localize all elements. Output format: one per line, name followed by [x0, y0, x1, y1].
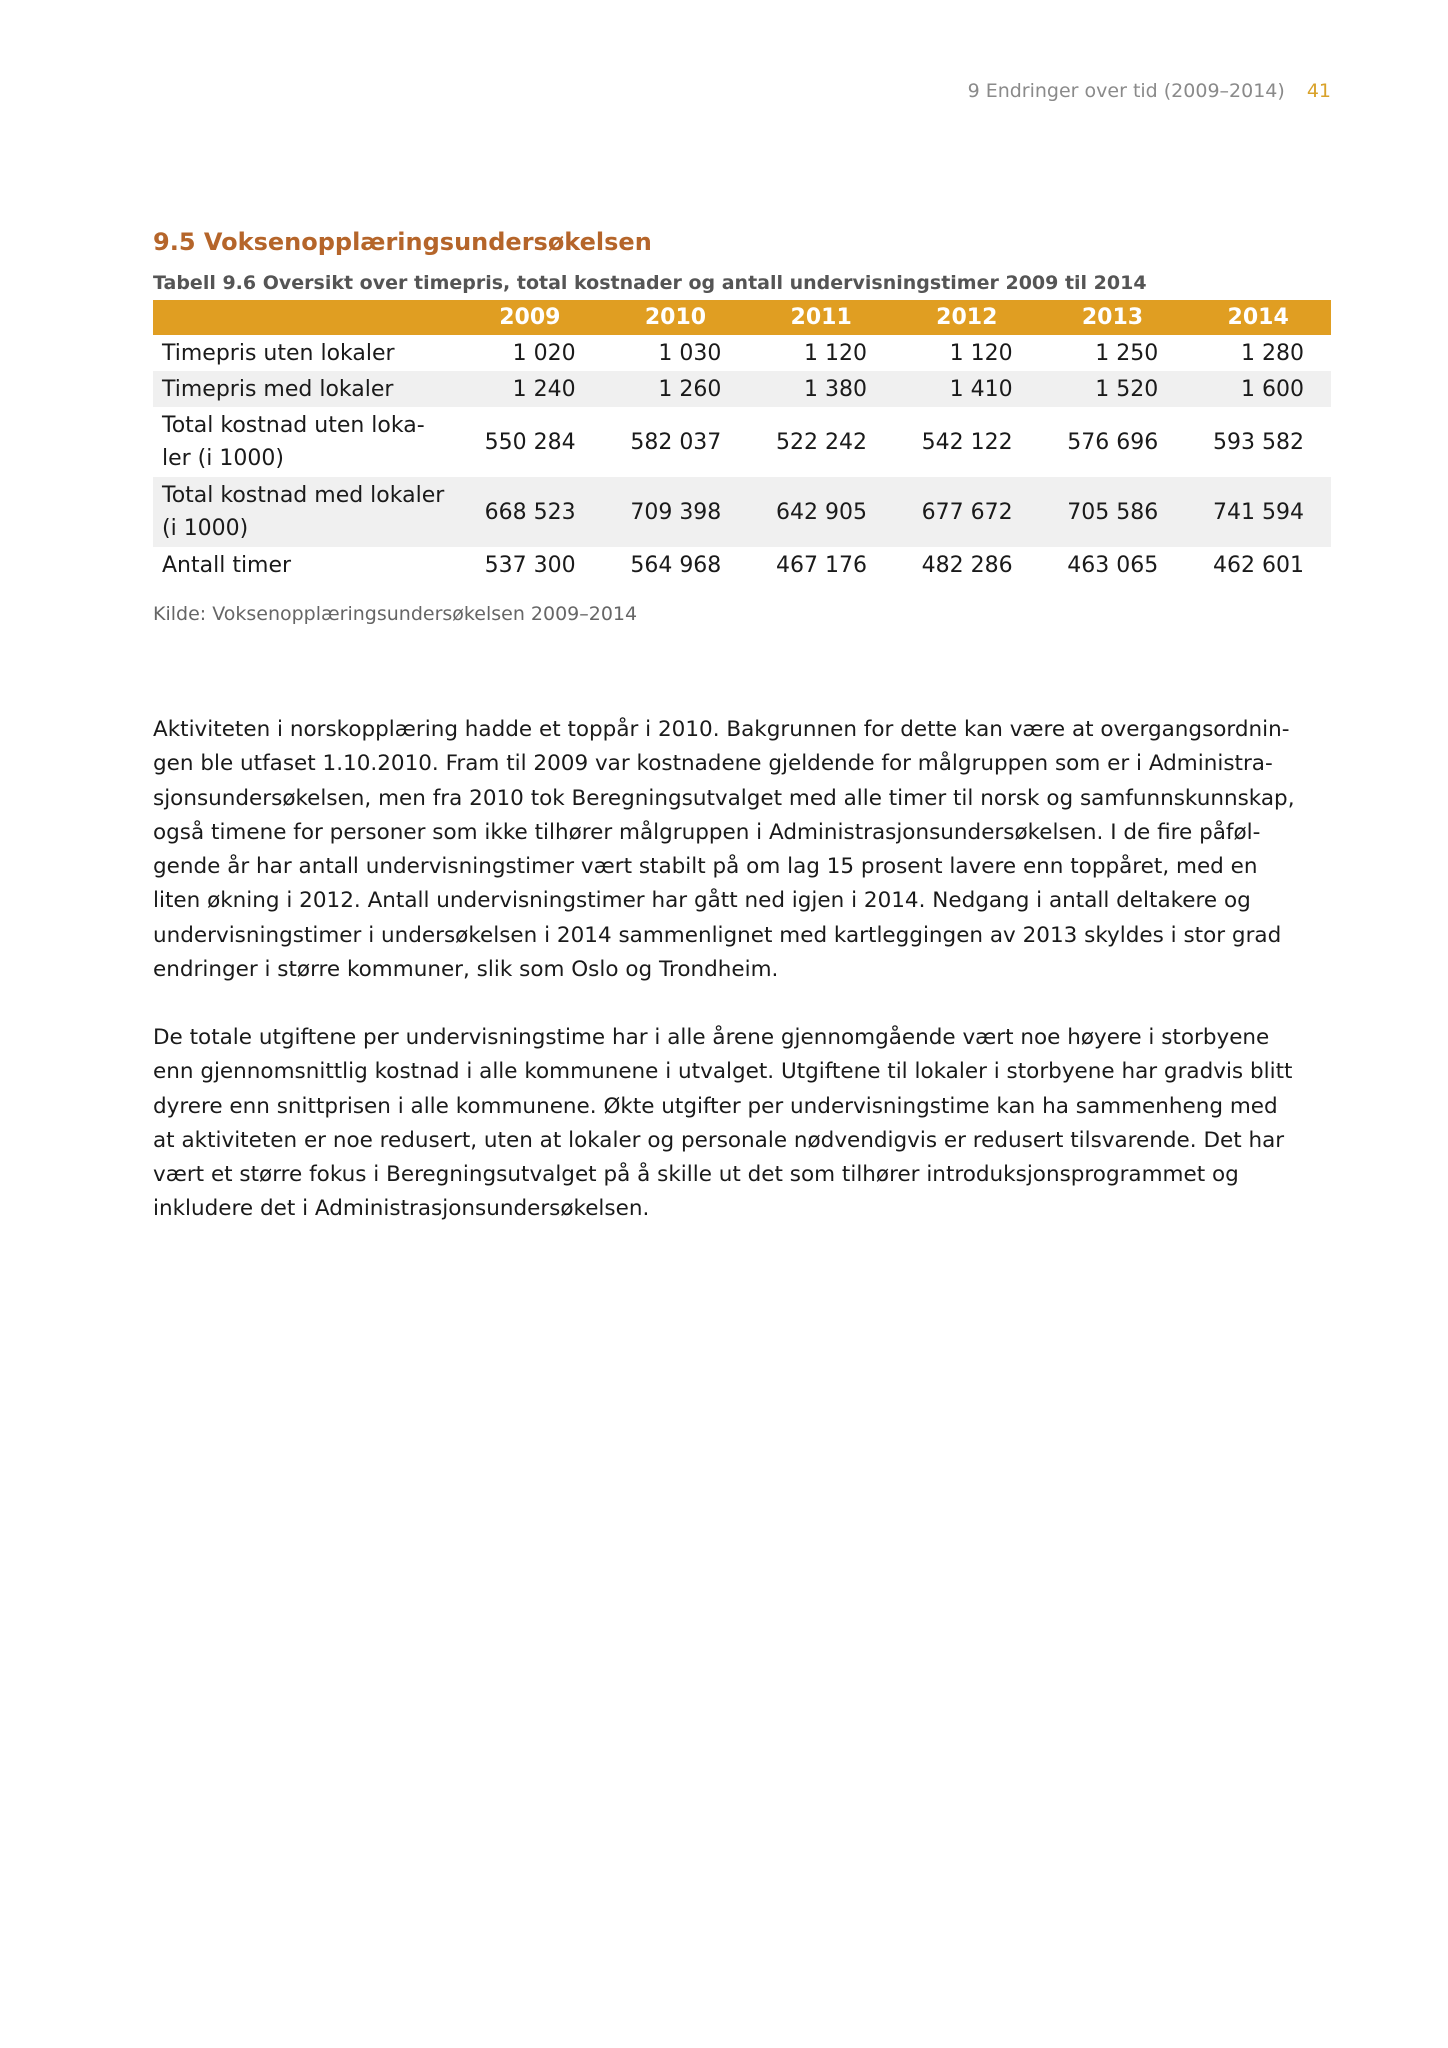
table-cell: 677 672 — [893, 477, 1040, 547]
table-row: Total kostnad uten loka-ler (i 1000) 550 … — [153, 407, 1331, 477]
row-label-line: (i 1000) — [162, 516, 249, 541]
running-header: 9 Endringer over tid (2009–2014) 41 — [968, 80, 1331, 102]
row-label: Timepris uten lokaler — [153, 335, 457, 371]
paragraph-2: De totale utgiftene per undervisningstim… — [153, 1021, 1343, 1227]
table-row: Timepris med lokaler 1 240 1 260 1 380 1 410… — [153, 371, 1331, 407]
page-number: 41 — [1306, 80, 1331, 102]
running-title: 9 Endringer over tid (2009–2014) — [967, 80, 1285, 102]
table-cell: 593 582 — [1213, 429, 1304, 455]
header-cell-empty — [153, 300, 457, 335]
paragraph-line: også timene for personer som ikke tilhør… — [153, 819, 1261, 845]
table-cell: 1 240 — [457, 371, 603, 407]
paragraph-line: dyrere enn snittprisen i alle kommunene.… — [153, 1093, 1278, 1119]
table-cell: 1 280 — [1241, 340, 1304, 366]
data-table: 2009 2010 2011 2012 2013 2014 Timepris uten l… — [153, 300, 1331, 583]
row-label: Antall timer — [153, 547, 457, 583]
row-label: Total kostnad med lokaler (i 1000) — [153, 477, 457, 547]
table-cell: 668 523 — [457, 477, 603, 547]
table-cell: 1 250 — [1095, 340, 1159, 366]
table-cell: 1 600 — [1185, 371, 1331, 407]
header-cell-year: 2013 — [1039, 300, 1186, 335]
header-cell-year: 2014 — [1185, 300, 1331, 335]
table-row: Total kostnad med lokaler (i 1000) 668 523… — [153, 477, 1331, 547]
paragraph-1: Aktiviteten i norskopplæring hadde et to… — [153, 713, 1343, 987]
table-cell: 522 242 — [775, 429, 867, 455]
table-source: Kilde: Voksenopplæringsundersøkelsen 200… — [153, 603, 638, 625]
table-cell: 550 284 — [484, 429, 576, 455]
paragraph-line: at aktiviteten er noe redusert, uten at … — [153, 1127, 1285, 1153]
table-cell: 582 037 — [630, 429, 722, 455]
row-label: Total kostnad uten loka-ler (i 1000) — [153, 407, 457, 477]
table-cell: 542 122 — [921, 429, 1013, 455]
table-cell: 1 410 — [893, 371, 1040, 407]
table-cell: 1 260 — [602, 371, 749, 407]
row-label-line: Total kostnad med lokaler — [162, 483, 445, 508]
table-cell: 1 520 — [1039, 371, 1186, 407]
paragraph-line: sjonsundersøkelsen, men fra 2010 tok Ber… — [153, 785, 1295, 811]
paragraph-line: vært et større fokus i Beregningsutvalge… — [153, 1162, 1239, 1188]
row-label-line: Timepris med lokaler — [162, 376, 394, 402]
row-label-line: Timepris uten lokaler — [162, 340, 395, 366]
header-cell-year: 2011 — [748, 300, 894, 335]
table-cell: 482 286 — [921, 552, 1013, 578]
row-label-line: ler (i 1000) — [162, 446, 284, 471]
table-row: Timepris uten lokaler 1 020 1 030 1 120 1 12… — [153, 335, 1331, 371]
row-label-line: Total kostnad uten loka- — [162, 413, 425, 438]
table-cell: 1 120 — [949, 340, 1013, 366]
table-header-row: 2009 2010 2011 2012 2013 2014 — [153, 300, 1331, 335]
paragraph-line: endringer i større kommuner, slik som Os… — [153, 957, 779, 983]
table-cell: 576 696 — [1067, 429, 1159, 455]
paragraph-line: undervisningstimer i undersøkelsen i 201… — [153, 922, 1282, 948]
header-cell-year: 2010 — [602, 300, 749, 335]
table-cell: 462 601 — [1213, 552, 1304, 578]
section-title: 9.5 Voksenopplæringsundersøkelsen — [153, 228, 652, 256]
paragraph-line: enn gjennomsnittlig kostnad i alle kommu… — [153, 1059, 1293, 1085]
paragraph-line: inkludere det i Administrasjonsundersøke… — [153, 1196, 650, 1222]
table-caption: Tabell 9.6 Oversikt over timepris, total… — [153, 272, 1147, 294]
paragraph-line: De totale utgiftene per undervisningstim… — [153, 1025, 1270, 1050]
table-cell: 642 905 — [748, 477, 894, 547]
paragraph-line: gen ble utfaset 1.10.2010. Fram til 2009… — [153, 751, 1273, 777]
table-cell: 709 398 — [602, 477, 749, 547]
table-cell: 537 300 — [484, 552, 576, 578]
table-cell: 741 594 — [1185, 477, 1331, 547]
header-cell-year: 2012 — [893, 300, 1040, 335]
table-cell: 1 020 — [512, 340, 576, 366]
table-cell: 1 030 — [658, 340, 722, 366]
header-cell-year: 2009 — [457, 300, 603, 335]
table-cell: 467 176 — [775, 552, 867, 578]
paragraph-line: gende år har antall undervisningstimer v… — [153, 854, 1258, 880]
table-cell: 1 380 — [748, 371, 894, 407]
table-cell: 564 968 — [630, 552, 722, 578]
paragraph-line: liten økning i 2012. Antall undervisning… — [153, 888, 1251, 914]
table-cell: 463 065 — [1067, 552, 1159, 578]
row-label-line: Antall timer — [162, 552, 292, 578]
table-cell: 705 586 — [1039, 477, 1186, 547]
paragraph-line: Aktiviteten i norskopplæring hadde et to… — [153, 717, 1290, 742]
row-label: Timepris med lokaler — [153, 371, 457, 407]
table-row: Antall timer 537 300 564 968 467 176 482 286… — [153, 547, 1331, 583]
table-cell: 1 120 — [803, 340, 867, 366]
